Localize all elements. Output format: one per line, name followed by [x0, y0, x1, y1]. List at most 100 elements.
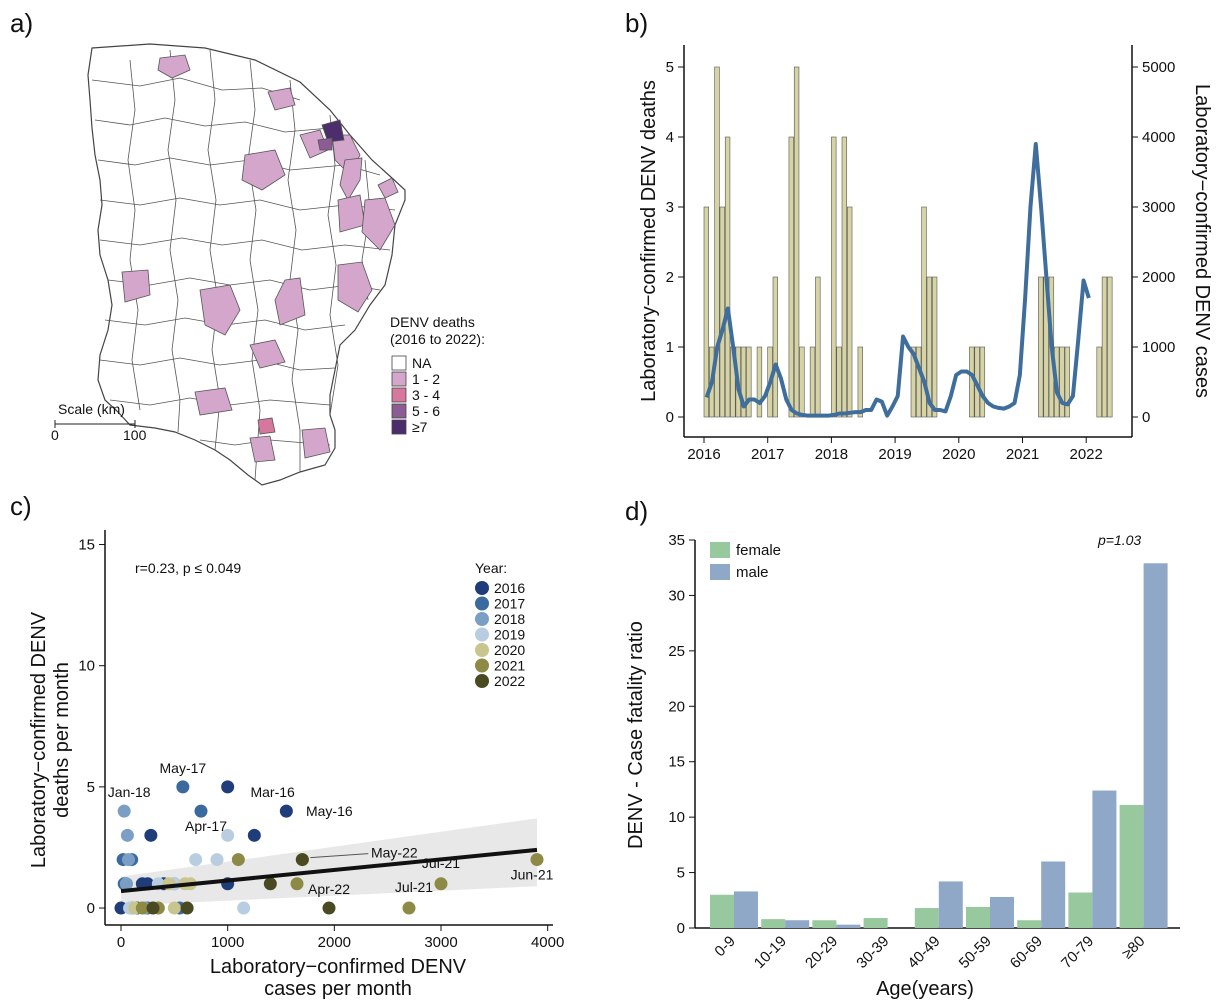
y-left-tick-label: 0 [666, 409, 674, 426]
scatter-point [237, 901, 251, 915]
map-legend-swatch [391, 355, 407, 371]
map-legend-swatch [391, 371, 407, 387]
y-right-tick-label: 4000 [1142, 129, 1175, 146]
cfr-bar-female [1068, 892, 1093, 928]
scatter-point [221, 780, 235, 794]
x-tick-label: ≥80 [1119, 933, 1149, 963]
deaths-bar [979, 346, 986, 418]
x-tick-label: 2019 [878, 446, 911, 463]
cfr-bar-male [1092, 790, 1117, 928]
y-tick-label: 10 [668, 809, 685, 826]
deaths-bar [815, 276, 821, 418]
cfr-legend-label: female [736, 542, 781, 559]
panel-c-annotation: r=0.23, p ≤ 0.049 [135, 560, 241, 576]
panel-a-label: a) [10, 8, 33, 38]
y-tick-label: 30 [668, 587, 685, 604]
year-legend-label: 2016 [494, 580, 525, 596]
deaths-bar [1096, 346, 1102, 418]
deaths-bar [740, 346, 747, 418]
cfr-bar-female [761, 919, 786, 928]
map-legend-swatch [391, 419, 407, 435]
year-legend-label: 2020 [494, 642, 525, 658]
x-tick-label: 0-9 [711, 933, 738, 960]
y-tick-label: 20 [668, 698, 685, 715]
cfr-bar-male [836, 924, 861, 928]
panel-c-ylabel-line1: Laboratory−confirmed DENV [28, 611, 50, 868]
y-tick-label: 5 [87, 779, 95, 796]
deaths-bar [857, 346, 863, 418]
y-tick-label: 0 [677, 920, 685, 937]
deaths-bar [1059, 346, 1065, 418]
deaths-bar [931, 276, 938, 418]
panel-c-scatter: May-17Mar-16Jan-18May-16Apr-17May-22Jul-… [28, 530, 564, 1000]
scatter-point [189, 853, 203, 867]
map-legend-label: 3 - 4 [412, 387, 440, 403]
map-legend-label: 5 - 6 [412, 403, 440, 419]
x-tick-label: 2022 [1070, 446, 1103, 463]
cfr-bar-female [1017, 920, 1042, 928]
scatter-point [121, 853, 135, 867]
scatter-point [146, 901, 160, 915]
y-tick-label: 10 [78, 658, 95, 675]
panel-d-label: d) [625, 496, 648, 526]
scatter-point [144, 828, 158, 842]
deaths-bar [926, 276, 932, 418]
panel-d-xlabel: Age(years) [876, 978, 974, 1000]
cfr-legend-swatch [710, 564, 730, 580]
y-right-tick-label: 5000 [1142, 59, 1175, 76]
point-label: Apr-22 [308, 881, 350, 897]
cfr-bar-male [785, 920, 810, 928]
scatter-point [221, 828, 235, 842]
deaths-bar [1038, 276, 1044, 418]
x-tick-label: 60-69 [1007, 933, 1046, 972]
scatter-point [290, 877, 304, 891]
year-legend-swatch [475, 581, 489, 595]
deaths-bar [921, 206, 927, 418]
year-legend-swatch [475, 674, 489, 688]
deaths-bar [847, 206, 853, 418]
panel-d-cfr-bars: 0-9 10-19 20-29 30-39 40-49 50-59 60-69 70-79 ≥8… [625, 532, 1180, 1000]
scatter-point [167, 901, 181, 915]
x-tick-label: 2021 [1006, 446, 1039, 463]
deaths-bar [1107, 276, 1113, 418]
deaths-bar [841, 136, 848, 418]
scatter-point [434, 877, 448, 891]
deaths-bar [788, 136, 794, 418]
x-tick-label: 2017 [751, 446, 784, 463]
deaths-bar [799, 346, 805, 418]
point-label: May-16 [306, 803, 353, 819]
panel-b-deaths-cases-timeseries: 2016 2017 2018 2019 2020 2021 2022 0 1 2 3 4 5 0 1000 2… [638, 45, 1213, 463]
deaths-bar [703, 206, 710, 418]
cfr-legend-swatch [710, 542, 730, 558]
deaths-bar [719, 206, 725, 418]
deaths-bar [746, 346, 752, 418]
y-left-tick-label: 4 [666, 129, 674, 146]
scatter-point [117, 804, 131, 818]
x-tick-label: 50-59 [956, 933, 995, 972]
panel-c-ylabel-line2: deaths per month [51, 662, 73, 818]
scatter-point [210, 853, 224, 867]
x-tick-label: 2018 [815, 446, 848, 463]
point-label: Jun-21 [511, 867, 554, 883]
x-tick-label: 20-29 [802, 933, 841, 972]
scatter-point [279, 804, 293, 818]
y-tick-label: 35 [668, 532, 685, 549]
y-tick-label: 15 [78, 537, 95, 554]
map-scale-tick-100: 100 [123, 427, 147, 443]
x-tick-label: 70-79 [1058, 933, 1097, 972]
y-tick-label: 5 [677, 865, 685, 882]
map-legend-label: NA [412, 355, 432, 371]
y-left-tick-label: 5 [666, 59, 674, 76]
cfr-bar-female [1119, 804, 1144, 928]
x-tick-label: 40-49 [904, 933, 943, 972]
x-tick-label: 2020 [942, 446, 975, 463]
y-right-tick-label: 3000 [1142, 199, 1175, 216]
year-legend-label: 2022 [494, 673, 525, 689]
map-legend-label: ≥7 [412, 419, 428, 435]
x-tick-label: 10-19 [751, 933, 790, 972]
deaths-bar [724, 136, 731, 418]
point-label: Mar-16 [250, 784, 295, 800]
year-legend-swatch [475, 612, 489, 626]
y-left-tick-label: 3 [666, 199, 674, 216]
